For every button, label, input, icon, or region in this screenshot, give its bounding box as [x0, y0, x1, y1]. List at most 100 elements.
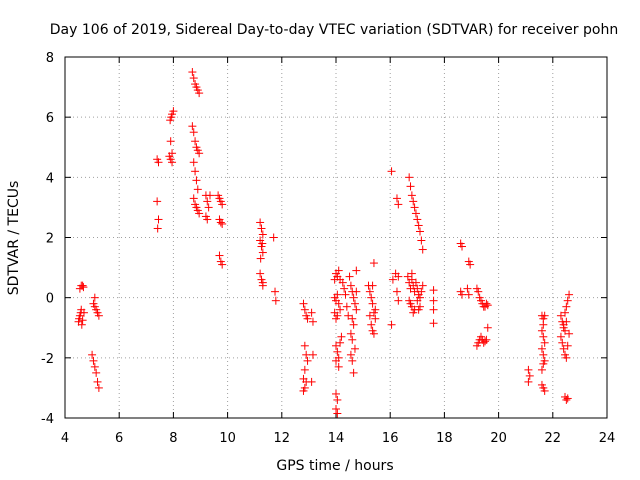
data-point	[333, 409, 342, 418]
data-point	[558, 338, 567, 347]
data-point	[418, 245, 427, 254]
data-point	[458, 290, 467, 299]
data-point	[300, 305, 309, 314]
data-point	[269, 233, 278, 242]
data-point	[256, 254, 265, 263]
y-tick-label: 6	[46, 111, 54, 126]
data-point	[371, 305, 380, 314]
data-point	[188, 68, 197, 77]
data-point	[368, 299, 377, 308]
data-point	[352, 266, 361, 275]
data-point	[203, 215, 212, 224]
data-point	[332, 341, 340, 350]
data-point	[405, 173, 414, 182]
data-point	[308, 350, 317, 359]
data-point	[369, 259, 378, 268]
chart-title: Day 106 of 2019, Sidereal Day-to-day VTE…	[50, 22, 618, 38]
data-point	[153, 224, 162, 233]
data-point	[349, 368, 358, 377]
data-point	[429, 319, 438, 328]
data-point	[307, 377, 316, 386]
data-point	[411, 209, 420, 218]
data-point	[79, 283, 88, 292]
y-tick-label: 4	[46, 171, 54, 186]
data-point	[350, 344, 359, 353]
data-point	[394, 272, 403, 281]
data-point	[191, 137, 200, 146]
data-point	[168, 149, 177, 158]
x-tick-label: 8	[169, 431, 177, 446]
data-point	[334, 299, 343, 308]
data-point	[407, 269, 416, 278]
data-point	[195, 149, 204, 158]
x-tick-label: 18	[436, 431, 453, 446]
data-point	[562, 395, 571, 404]
data-point	[565, 329, 574, 338]
x-tick-label: 10	[219, 431, 236, 446]
data-point	[560, 326, 569, 335]
data-point	[417, 236, 426, 245]
data-point	[524, 365, 533, 374]
data-point	[257, 224, 266, 233]
data-point	[308, 317, 317, 326]
data-point	[215, 251, 224, 260]
data-point	[481, 337, 490, 346]
data-point	[334, 362, 343, 371]
data-point	[337, 332, 346, 341]
data-point	[78, 316, 87, 325]
plot-frame	[64, 56, 608, 419]
x-tick-label: 16	[382, 431, 399, 446]
data-point	[403, 272, 412, 281]
data-point	[539, 320, 548, 329]
data-point	[299, 386, 308, 395]
data-point	[341, 290, 350, 299]
data-point	[565, 290, 574, 299]
data-point	[169, 107, 178, 116]
data-point	[562, 302, 571, 311]
data-point	[429, 286, 438, 295]
data-point	[189, 128, 198, 137]
data-point	[332, 404, 340, 413]
data-point	[336, 305, 345, 314]
y-tick-label: 0	[46, 292, 54, 307]
data-point	[77, 320, 86, 329]
data-point	[464, 290, 473, 299]
data-point	[429, 296, 438, 305]
data-point	[88, 350, 97, 359]
data-point	[258, 281, 267, 290]
data-point	[392, 194, 401, 203]
data-point	[189, 194, 198, 203]
data-point	[166, 137, 175, 146]
data-point	[367, 320, 376, 329]
data-point	[256, 218, 265, 227]
data-point	[388, 275, 397, 284]
data-point	[417, 287, 426, 296]
data-point	[332, 389, 340, 398]
data-point	[189, 158, 198, 167]
y-tick-label: 8	[46, 51, 54, 66]
data-point	[540, 311, 549, 320]
data-point	[466, 260, 475, 269]
data-point	[349, 293, 358, 302]
data-point	[409, 308, 418, 317]
data-point	[349, 320, 358, 329]
data-point	[192, 176, 201, 185]
data-point	[394, 296, 403, 305]
data-point	[153, 197, 162, 206]
data-point	[168, 158, 177, 167]
data-point	[342, 302, 351, 311]
data-point	[89, 356, 98, 365]
data-point	[559, 344, 568, 353]
y-tick-label: -4	[41, 412, 54, 427]
data-point	[346, 281, 355, 290]
data-point	[563, 341, 572, 350]
data-point	[78, 281, 87, 290]
data-point	[348, 314, 357, 323]
data-point	[539, 332, 548, 341]
data-point	[392, 287, 401, 296]
data-point	[218, 200, 227, 209]
data-point	[92, 368, 101, 377]
data-point	[303, 356, 312, 365]
data-point	[537, 365, 546, 374]
